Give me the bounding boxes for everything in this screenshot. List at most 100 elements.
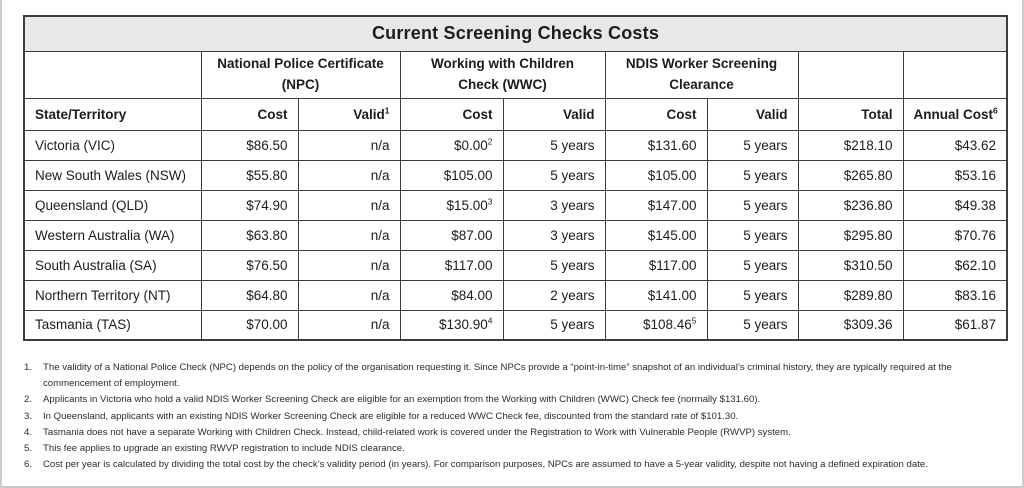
value-cell: $145.00 <box>604 219 708 251</box>
value-cell: $265.80 <box>797 159 904 191</box>
value-cell: n/a <box>297 189 401 221</box>
state-cell: Northern Territory (NT) <box>23 279 202 311</box>
footnote-text: The validity of a National Police Check … <box>43 362 952 390</box>
state-cell: South Australia (SA) <box>23 249 202 281</box>
value-cell: $62.10 <box>902 249 1008 281</box>
value-cell: $55.80 <box>200 159 299 191</box>
value-cell: $218.10 <box>797 129 904 161</box>
value-cell: $61.87 <box>902 309 1008 341</box>
footnote-text: This fee applies to upgrade an existing … <box>43 443 405 455</box>
table-row: Northern Territory (NT) $64.80 n/a $84.00 2 … <box>23 279 1008 311</box>
table-row: Tasmania (TAS) $70.00 n/a $130.904 5 years $1… <box>23 309 1008 341</box>
group-header-ndis-line1: NDIS Worker Screening <box>625 56 778 72</box>
value-cell: 5 years <box>706 249 799 281</box>
footnote-number: 1. <box>24 362 33 373</box>
value-cell: $87.00 <box>399 219 504 251</box>
footnote-number: 4. <box>24 426 33 438</box>
value-cell: 5 years <box>706 159 799 191</box>
value-cell: $117.00 <box>604 249 708 281</box>
value-cell: $70.76 <box>902 219 1008 251</box>
table-row: Queensland (QLD) $74.90 n/a $15.003 3 years $… <box>23 189 1008 221</box>
group-header-npc-line2: (NPC) <box>281 76 320 92</box>
group-header-wwc-line2: Check (WWC) <box>458 76 547 92</box>
value-cell: $289.80 <box>797 279 904 311</box>
value-cell: $147.00 <box>604 189 708 221</box>
value-cell: n/a <box>297 219 401 251</box>
column-group-row: National Police Certificate (NPC) Workin… <box>23 50 1008 99</box>
value-cell: 5 years <box>706 279 799 311</box>
value-cell: $83.16 <box>902 279 1008 311</box>
col-header-npc-cost: Cost <box>200 97 299 131</box>
value-cell: 2 years <box>502 279 606 311</box>
state-cell: Victoria (VIC) <box>23 129 202 161</box>
group-header-npc: National Police Certificate (NPC) <box>200 50 401 99</box>
value-cell: n/a <box>297 159 401 191</box>
value-cell: $295.80 <box>797 219 904 251</box>
footnote-item: 2. Applicants in Victoria who hold a vali… <box>24 392 1016 408</box>
col-header-wwc-cost: Cost <box>399 97 504 131</box>
value-cell: $64.80 <box>200 279 299 311</box>
value-cell: 5 years <box>706 309 799 341</box>
table-row: Western Australia (WA) $63.80 n/a $87.00 3 y… <box>23 219 1008 251</box>
state-cell: Western Australia (WA) <box>23 219 202 251</box>
value-cell: 5 years <box>502 249 606 281</box>
value-cell: 3 years <box>502 219 606 251</box>
value-cell: $105.00 <box>604 159 708 191</box>
table-row: South Australia (SA) $76.50 n/a $117.00 5 ye… <box>23 249 1008 281</box>
col-header-ndis-valid: Valid <box>706 97 799 131</box>
footnote-item: 6. Cost per year is calculated by dividin… <box>24 457 1016 473</box>
value-cell: 5 years <box>706 219 799 251</box>
value-cell: $131.60 <box>604 129 708 161</box>
value-cell: 5 years <box>502 129 606 161</box>
value-cell: $309.36 <box>797 309 904 341</box>
value-cell: $43.62 <box>902 129 1008 161</box>
group-spacer-state <box>23 50 202 99</box>
footnote-text: Applicants in Victoria who hold a valid … <box>43 394 761 406</box>
col-header-npc-valid: Valid1 <box>297 97 401 131</box>
col-header-wwc-valid: Valid <box>502 97 606 131</box>
value-cell: 3 years <box>502 189 606 221</box>
table-title: Current Screening Checks Costs <box>23 15 1008 52</box>
footnote-item: 1. The validity of a National Police Chec… <box>24 360 1016 392</box>
value-cell: $0.002 <box>399 129 504 161</box>
group-header-wwc: Working with Children Check (WWC) <box>399 50 606 99</box>
value-cell: 5 years <box>502 159 606 191</box>
value-cell: n/a <box>297 279 401 311</box>
group-header-ndis-line2: Clearance <box>669 76 734 92</box>
value-cell: $70.00 <box>200 309 299 341</box>
value-cell: $49.38 <box>902 189 1008 221</box>
footnote-item: 5. This fee applies to upgrade an existin… <box>24 441 1016 457</box>
screening-costs-table: Current Screening Checks Costs National … <box>23 15 1008 341</box>
footnote-text: Cost per year is calculated by dividing … <box>43 459 928 471</box>
value-cell: $74.90 <box>200 189 299 221</box>
column-header-row: State/Territory Cost Valid1 Cost Valid C… <box>23 97 1008 131</box>
footnote-text: In Queensland, applicants with an existi… <box>43 410 739 422</box>
footnote-number: 6. <box>24 459 33 471</box>
footnote-number: 3. <box>24 410 33 422</box>
value-cell: $236.80 <box>797 189 904 221</box>
value-cell: $310.50 <box>797 249 904 281</box>
col-header-total: Total <box>797 97 904 131</box>
value-cell: $130.904 <box>399 309 504 341</box>
footnote-item: 3. In Queensland, applicants with an exis… <box>24 409 1016 425</box>
value-cell: $53.16 <box>902 159 1008 191</box>
group-header-wwc-line1: Working with Children <box>431 56 574 72</box>
group-spacer-total <box>797 50 904 99</box>
group-header-ndis: NDIS Worker Screening Clearance <box>604 50 799 99</box>
value-cell: $117.00 <box>399 249 504 281</box>
footnote-item: 4. Tasmania does not have a separate Work… <box>24 425 1016 441</box>
value-cell: $108.465 <box>604 309 708 341</box>
footnote-text: Tasmania does not have a separate Workin… <box>43 426 791 438</box>
state-cell: Queensland (QLD) <box>23 189 202 221</box>
value-cell: $105.00 <box>399 159 504 191</box>
value-cell: $76.50 <box>200 249 299 281</box>
table-row: New South Wales (NSW) $55.80 n/a $105.00 5 y… <box>23 159 1008 191</box>
value-cell: n/a <box>297 249 401 281</box>
group-spacer-annual <box>902 50 1008 99</box>
footnote-number: 5. <box>24 443 33 455</box>
value-cell: 5 years <box>706 189 799 221</box>
col-header-ndis-cost: Cost <box>604 97 708 131</box>
state-cell: New South Wales (NSW) <box>23 159 202 191</box>
footnotes-list: 1. The validity of a National Police Chec… <box>24 360 1016 473</box>
